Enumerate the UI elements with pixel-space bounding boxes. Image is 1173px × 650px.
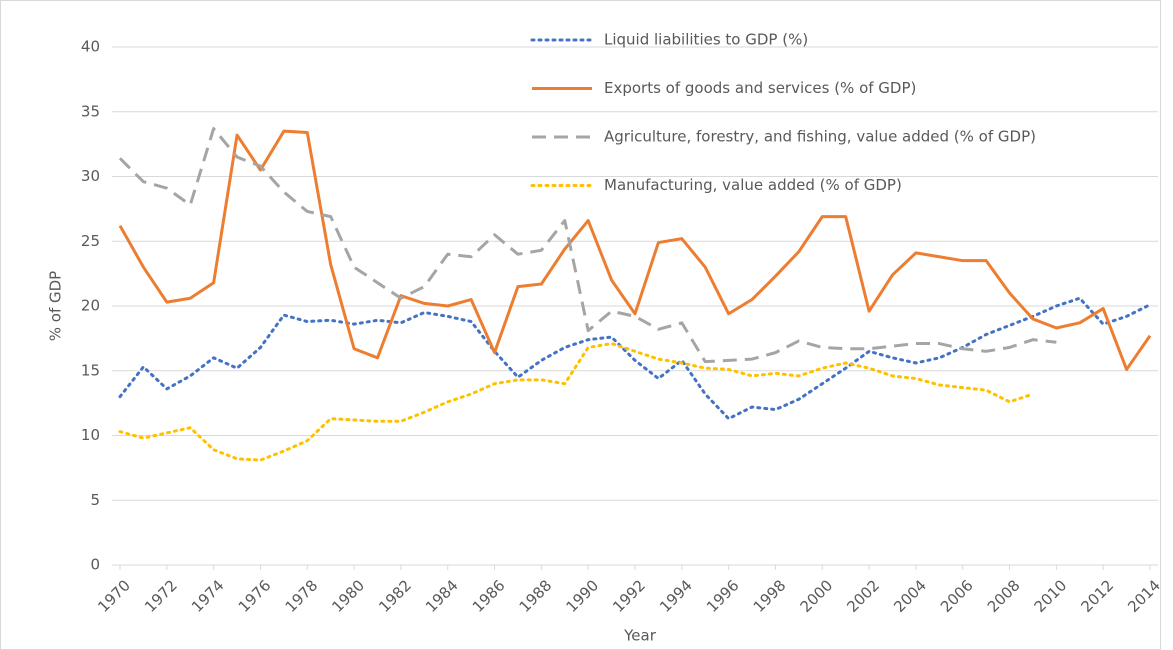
- y-tick-label: 25: [81, 232, 100, 250]
- y-axis-label: % of GDP: [47, 271, 65, 341]
- series-line: [118, 129, 1152, 371]
- series-line: [118, 296, 1152, 421]
- legend-label: Agriculture, forestry, and fishing, valu…: [604, 128, 1036, 146]
- series-line: [118, 127, 1057, 364]
- legend-label: Manufacturing, value added (% of GDP): [604, 176, 902, 194]
- x-axis-label: Year: [623, 627, 657, 645]
- y-tick-label: 35: [81, 102, 100, 120]
- y-tick-label: 10: [81, 426, 100, 444]
- legend-label: Liquid liabilities to GDP (%): [604, 31, 808, 49]
- legend-label: Exports of goods and services (% of GDP): [604, 79, 916, 97]
- y-tick-label: 20: [81, 297, 100, 315]
- y-tick-label: 30: [81, 167, 100, 185]
- y-tick-label: 15: [81, 361, 100, 379]
- y-tick-label: 5: [90, 491, 100, 509]
- series-line: [118, 342, 1035, 462]
- y-tick-label: 40: [81, 38, 100, 56]
- y-tick-label: 0: [90, 556, 100, 574]
